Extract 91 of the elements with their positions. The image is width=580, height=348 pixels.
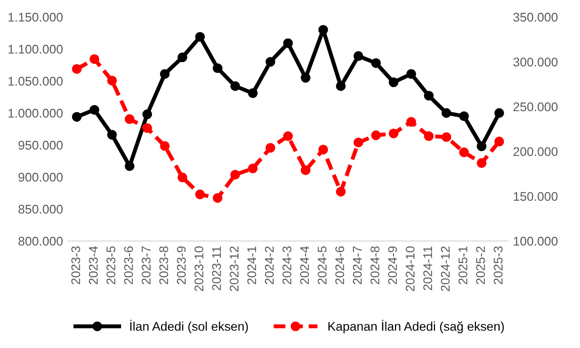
point xyxy=(336,186,346,197)
x-tick-label: 2024-2 xyxy=(264,246,274,284)
x-tick-label: 2023-6 xyxy=(124,246,133,284)
x-tick-label: 2023-4 xyxy=(88,246,98,284)
point xyxy=(318,24,328,35)
y-tick-label: 850.000 xyxy=(18,204,63,214)
y-tick-label: 900.000 xyxy=(18,172,63,182)
point xyxy=(72,64,82,74)
y2-tick-label: 150.000 xyxy=(514,192,558,201)
x-tick-label: 2024-12 xyxy=(440,246,450,292)
point xyxy=(107,130,117,140)
point xyxy=(230,81,240,91)
x-tick-label: 2025-3 xyxy=(494,246,503,284)
x-tick-label: 2023-9 xyxy=(176,246,186,284)
point xyxy=(318,144,328,154)
point xyxy=(195,32,205,42)
point xyxy=(300,165,310,176)
point xyxy=(124,114,134,124)
y2-tick-label: 250.000 xyxy=(513,102,558,112)
point xyxy=(371,130,381,140)
y-tick-label: 1.000.000 xyxy=(8,108,63,118)
point xyxy=(354,51,364,61)
y2-tick-label: 100.000 xyxy=(514,236,558,246)
x-tick-label: 2023-8 xyxy=(159,246,168,284)
point xyxy=(142,109,152,120)
y2-tick-label: 300.000 xyxy=(513,58,558,66)
legend-label: İlan Adedi (sol eksen) xyxy=(130,320,248,334)
point xyxy=(72,112,82,122)
point xyxy=(90,104,100,115)
point xyxy=(160,69,170,79)
point xyxy=(354,138,364,148)
point xyxy=(248,164,258,174)
x-tick-label: 2023-5 xyxy=(106,246,116,284)
point xyxy=(406,116,416,127)
point xyxy=(90,54,100,64)
point xyxy=(266,56,276,67)
x-tick-label: 2023-12 xyxy=(230,246,239,292)
x-tick-label: 2024-10 xyxy=(406,246,415,292)
x-tick-label: 2024-3 xyxy=(282,246,292,284)
y-tick-label: 950.000 xyxy=(18,140,63,150)
x-tick-label: 2023-11 xyxy=(212,246,221,290)
point xyxy=(476,141,486,152)
point xyxy=(107,76,117,86)
y2-tick-label: 200.000 xyxy=(513,147,558,156)
x-tick-label: 2025-1 xyxy=(458,246,468,284)
point xyxy=(442,108,452,118)
point xyxy=(212,193,222,203)
x-tick-label: 2024-9 xyxy=(388,246,397,284)
point xyxy=(494,136,504,146)
point xyxy=(459,111,469,122)
point xyxy=(371,58,381,68)
point xyxy=(266,142,276,153)
point xyxy=(230,170,240,180)
y-tick-label: 1.150.000 xyxy=(8,12,63,22)
x-tick-label: 2023-3 xyxy=(71,246,80,284)
point xyxy=(476,158,486,168)
point xyxy=(336,81,346,91)
point xyxy=(424,131,434,142)
y2-tick-label: 350.000 xyxy=(513,12,558,22)
x-tick-label: 2024-6 xyxy=(335,246,344,284)
point xyxy=(178,52,188,62)
y-tick-label: 1.050.000 xyxy=(8,76,63,86)
x-tick-label: 2024-5 xyxy=(318,246,327,284)
point xyxy=(283,131,293,142)
x-tick-label: 2024-11 xyxy=(423,246,432,290)
point xyxy=(178,172,188,182)
point xyxy=(195,190,205,200)
point xyxy=(212,63,222,74)
point xyxy=(124,161,134,171)
point xyxy=(142,123,152,133)
legend-label: Kapanan İlan Adedi (sağ eksen) xyxy=(328,320,504,334)
point xyxy=(459,147,469,158)
x-tick-label: 2023-7 xyxy=(142,246,151,284)
point xyxy=(283,38,293,48)
x-tick-label: 2024-7 xyxy=(352,246,362,284)
point xyxy=(494,108,504,118)
x-tick-label: 2024-1 xyxy=(247,246,256,284)
point xyxy=(442,132,452,142)
x-tick-label: 2024-8 xyxy=(370,246,380,284)
point xyxy=(160,141,170,151)
y-tick-label: 800.000 xyxy=(18,236,63,246)
point xyxy=(300,72,310,83)
x-tick-label: 2025-2 xyxy=(476,246,485,284)
x-tick-label: 2024-4 xyxy=(300,246,309,284)
point xyxy=(424,90,434,101)
x-tick-label: 2023-10 xyxy=(194,246,204,292)
point xyxy=(406,69,416,79)
point xyxy=(388,128,398,138)
y-tick-label: 1.100.000 xyxy=(8,44,63,54)
point xyxy=(388,77,398,88)
point xyxy=(248,88,258,98)
